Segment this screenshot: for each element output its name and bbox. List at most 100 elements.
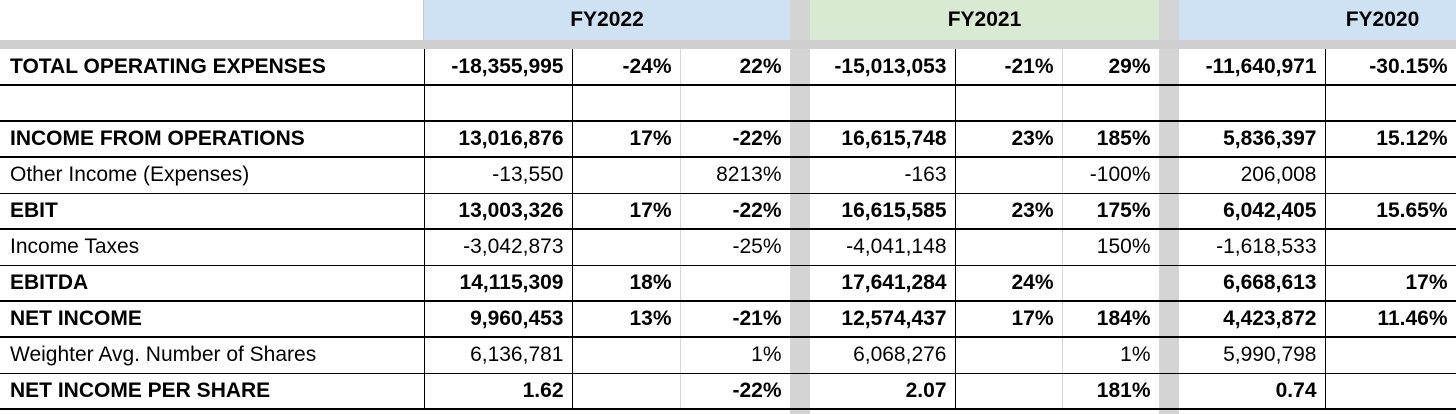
year-header-fy2022[interactable]: FY2022 (424, 0, 790, 40)
cell-fy2022-pct-a[interactable] (572, 157, 681, 194)
row-label[interactable]: EBIT (0, 193, 425, 230)
cell-fy2021-pct-a[interactable]: 23% (955, 193, 1063, 230)
cell-fy2022-value[interactable]: 1.62 (424, 373, 573, 410)
cell-fy2022-pct-a[interactable] (572, 337, 681, 374)
frozen-row-separator (0, 40, 1456, 49)
cell-fy2022-pct-a[interactable]: 13% (572, 301, 681, 338)
cell-fy2022-pct-b[interactable]: 22% (680, 49, 791, 86)
row-label[interactable]: Other Income (Expenses) (0, 157, 425, 194)
cell-fy2022-pct-a[interactable]: 17% (572, 193, 681, 230)
cell-fy2020-value[interactable] (1179, 85, 1326, 122)
cell-fy2021-value[interactable]: -15,013,053 (810, 49, 956, 86)
cell-fy2020-pct-a[interactable] (1325, 157, 1456, 194)
cell-fy2021-pct-b[interactable] (1062, 85, 1160, 122)
cell-fy2021-pct-a[interactable] (955, 157, 1063, 194)
cell-fy2021-pct-b[interactable]: 175% (1062, 193, 1160, 230)
cell-fy2020-value[interactable]: -11,640,971 (1179, 49, 1326, 86)
cell-fy2021-pct-b[interactable] (1062, 265, 1160, 302)
cell-fy2022-value[interactable]: 13,016,876 (424, 121, 573, 158)
cell-fy2022-value[interactable]: 14,115,309 (424, 265, 573, 302)
cell-fy2022-pct-a[interactable] (572, 373, 681, 410)
cell-fy2020-value[interactable]: 6,668,613 (1179, 265, 1326, 302)
cell-fy2022-pct-b[interactable]: -22% (680, 373, 791, 410)
cell-fy2022-pct-b[interactable] (680, 265, 791, 302)
cell-fy2022-pct-a[interactable]: 18% (572, 265, 681, 302)
cell-fy2020-value[interactable]: -1,618,533 (1179, 229, 1326, 266)
cell-fy2022-pct-b[interactable]: 8213% (680, 157, 791, 194)
cell-fy2021-pct-a[interactable]: 24% (955, 265, 1063, 302)
column-gap-cell (1159, 373, 1179, 410)
cell-fy2021-pct-a[interactable] (955, 229, 1063, 266)
cell-fy2022-value[interactable]: -3,042,873 (424, 229, 573, 266)
cell-fy2020-pct-a[interactable] (1325, 337, 1456, 374)
cell-fy2022-pct-a[interactable]: -24% (572, 49, 681, 86)
cell-fy2021-pct-b[interactable]: 185% (1062, 121, 1160, 158)
cell-fy2022-pct-a[interactable]: 17% (572, 121, 681, 158)
column-gap-cell (1159, 85, 1179, 122)
cell-fy2020-pct-a[interactable] (1325, 85, 1456, 122)
cell-fy2022-pct-a[interactable] (572, 85, 681, 122)
cell-fy2021-pct-a[interactable] (955, 373, 1063, 410)
cell-fy2022-value[interactable]: -13,550 (424, 157, 573, 194)
cell-fy2022-pct-b[interactable]: -22% (680, 121, 791, 158)
cell-fy2022-pct-a[interactable] (572, 229, 681, 266)
row-label[interactable]: Income Taxes (0, 229, 425, 266)
cell-fy2021-pct-a[interactable] (955, 337, 1063, 374)
cell-fy2021-pct-a[interactable]: 17% (955, 301, 1063, 338)
cell-fy2020-value[interactable]: 5,836,397 (1179, 121, 1326, 158)
row-label[interactable] (0, 85, 425, 122)
cell-fy2020-value[interactable]: 5,990,798 (1179, 337, 1326, 374)
cell-fy2021-value[interactable]: 2.07 (810, 373, 956, 410)
cell-fy2020-pct-a[interactable] (1325, 373, 1456, 410)
row-label[interactable]: NET INCOME (0, 301, 425, 338)
cell-fy2021-value[interactable]: -163 (810, 157, 956, 194)
cell-fy2020-pct-a[interactable]: 15.12% (1325, 121, 1456, 158)
cell-fy2021-value[interactable]: 12,574,437 (810, 301, 956, 338)
cell-fy2021-pct-b[interactable]: -100% (1062, 157, 1160, 194)
row-label[interactable]: INCOME FROM OPERATIONS (0, 121, 425, 158)
row-label[interactable]: Weighter Avg. Number of Shares (0, 337, 425, 374)
cell-fy2020-value[interactable]: 6,042,405 (1179, 193, 1326, 230)
cell-fy2021-pct-b[interactable]: 1% (1062, 337, 1160, 374)
cell-fy2022-value[interactable] (424, 85, 573, 122)
cell-fy2022-value[interactable]: -18,355,995 (424, 49, 573, 86)
table-row: Weighter Avg. Number of Shares 6,136,781 1… (0, 337, 1456, 374)
row-label[interactable]: NET INCOME PER SHARE (0, 373, 425, 410)
cell-fy2021-pct-b[interactable]: 150% (1062, 229, 1160, 266)
cell-fy2022-pct-b[interactable]: -25% (680, 229, 791, 266)
cell-fy2021-pct-a[interactable]: -21% (955, 49, 1063, 86)
row-label[interactable]: TOTAL OPERATING EXPENSES (0, 49, 425, 86)
cell-fy2020-pct-a[interactable]: 15.65% (1325, 193, 1456, 230)
cell-fy2022-pct-b[interactable]: -21% (680, 301, 791, 338)
column-gap-cell (790, 121, 810, 158)
cell-fy2021-pct-b[interactable]: 184% (1062, 301, 1160, 338)
cell-fy2021-value[interactable]: 16,615,748 (810, 121, 956, 158)
year-header-fy2021[interactable]: FY2021 (810, 0, 1159, 40)
cell-fy2021-value[interactable]: 6,068,276 (810, 337, 956, 374)
cell-fy2020-pct-a[interactable]: -30.15% (1325, 49, 1456, 86)
cell-fy2022-pct-b[interactable] (680, 85, 791, 122)
cell-fy2021-pct-a[interactable]: 23% (955, 121, 1063, 158)
cell-fy2020-value[interactable]: 0.74 (1179, 373, 1326, 410)
row-label[interactable]: EBITDA (0, 265, 425, 302)
cell-fy2022-value[interactable]: 13,003,326 (424, 193, 573, 230)
cell-fy2022-value[interactable]: 9,960,453 (424, 301, 573, 338)
cell-fy2020-pct-a[interactable]: 17% (1325, 265, 1456, 302)
cell-fy2021-value[interactable] (810, 85, 956, 122)
cell-fy2020-value[interactable]: 4,423,872 (1179, 301, 1326, 338)
cell-fy2021-pct-b[interactable]: 29% (1062, 49, 1160, 86)
cell-fy2021-pct-a[interactable] (955, 85, 1063, 122)
cell-fy2020-pct-a[interactable]: 11.46% (1325, 301, 1456, 338)
cell-fy2022-pct-b[interactable]: 1% (680, 337, 791, 374)
cell-fy2022-value[interactable]: 6,136,781 (424, 337, 573, 374)
cell-fy2021-value[interactable]: -4,041,148 (810, 229, 956, 266)
header-blank-cell[interactable] (0, 0, 424, 40)
table-row: Income Taxes -3,042,873 -25% -4,041,148 150%… (0, 229, 1456, 266)
cell-fy2021-value[interactable]: 17,641,284 (810, 265, 956, 302)
cell-fy2020-pct-a[interactable] (1325, 229, 1456, 266)
cell-fy2021-value[interactable]: 16,615,585 (810, 193, 956, 230)
cell-fy2022-pct-b[interactable]: -22% (680, 193, 791, 230)
cell-fy2021-pct-b[interactable]: 181% (1062, 373, 1160, 410)
year-header-fy2020[interactable]: FY2020 (1179, 0, 1456, 40)
cell-fy2020-value[interactable]: 206,008 (1179, 157, 1326, 194)
